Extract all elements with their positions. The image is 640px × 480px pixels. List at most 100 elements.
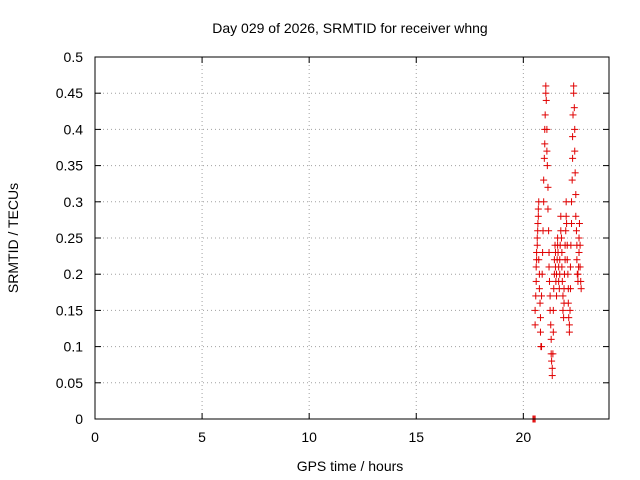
data-point	[546, 292, 554, 300]
x-tick-labels: 0 5 10 15 20	[91, 429, 531, 445]
data-point	[557, 234, 565, 242]
data-point	[531, 321, 539, 329]
data-point	[545, 263, 553, 271]
data-point	[564, 299, 572, 307]
y-tick-label: 0.05	[56, 375, 83, 391]
data-point	[535, 256, 543, 264]
data-point	[549, 306, 557, 314]
data-point	[532, 277, 540, 285]
data-point	[548, 372, 556, 380]
data-point	[547, 335, 555, 343]
y-axis-label: SRMTID / TECUs	[5, 183, 21, 293]
data-point	[567, 241, 575, 249]
data-point	[536, 299, 544, 307]
data-point	[571, 147, 579, 155]
data-point	[577, 285, 585, 293]
y-tick-label: 0.3	[64, 194, 84, 210]
data-point	[569, 154, 577, 162]
data-point	[577, 277, 585, 285]
data-point	[573, 256, 581, 264]
data-point	[559, 292, 567, 300]
data-point	[572, 212, 580, 220]
data-point	[562, 212, 570, 220]
data-point	[570, 104, 578, 112]
data-point	[558, 277, 566, 285]
data-point	[569, 111, 577, 119]
data-point	[540, 154, 548, 162]
data-point	[559, 306, 567, 314]
data-point	[565, 321, 573, 329]
data-point	[566, 306, 574, 314]
data-point	[539, 248, 547, 256]
data-point	[570, 89, 578, 97]
data-point	[575, 220, 583, 228]
grid	[95, 57, 609, 419]
y-tick-label: 0.45	[56, 85, 83, 101]
data-point	[545, 227, 553, 235]
y-tick-label: 0.5	[64, 49, 84, 65]
data-point	[548, 357, 556, 365]
y-tick-label: 0.35	[56, 158, 83, 174]
data-point	[532, 263, 540, 271]
axis-ticks	[94, 56, 609, 420]
y-tick-labels: 0 0.05 0.1 0.15 0.2 0.25 0.3 0.35 0.4 0.45 0.5	[56, 49, 83, 427]
data-point	[543, 162, 551, 170]
data-point	[545, 248, 553, 256]
data-point	[536, 314, 544, 322]
data-point	[566, 263, 574, 271]
data-point	[558, 248, 566, 256]
data-point	[558, 263, 566, 271]
data-point	[540, 176, 548, 184]
data-point	[531, 306, 539, 314]
y-tick-label: 0.2	[64, 266, 84, 282]
chart-title: Day 029 of 2026, SRMTID for receiver whn…	[212, 20, 487, 36]
data-point	[568, 176, 576, 184]
data-point	[575, 234, 583, 242]
data-point	[570, 82, 578, 90]
data-point	[544, 183, 552, 191]
data-point	[538, 292, 546, 300]
data-point	[534, 212, 542, 220]
data-point	[571, 169, 579, 177]
data-point	[563, 256, 571, 264]
data-point	[534, 205, 542, 213]
data-point	[566, 285, 574, 293]
data-point	[535, 285, 543, 293]
data-point	[572, 191, 580, 199]
data-point	[568, 198, 576, 206]
x-tick-label: 15	[408, 429, 424, 445]
data-point	[574, 270, 582, 278]
data-point	[565, 314, 573, 322]
data-point	[571, 125, 579, 133]
x-tick-label: 10	[301, 429, 317, 445]
data-point	[549, 328, 557, 336]
data-point	[540, 198, 548, 206]
data-point	[533, 241, 541, 249]
data-point	[543, 147, 551, 155]
data-point	[575, 248, 583, 256]
data-point	[576, 263, 584, 271]
data-point	[533, 234, 541, 242]
y-tick-label: 0.1	[64, 339, 84, 355]
data-point	[553, 292, 561, 300]
data-point	[576, 241, 584, 249]
data-point	[547, 321, 555, 329]
data-point	[562, 227, 570, 235]
plot-frame	[94, 56, 610, 420]
data-point	[536, 328, 544, 336]
data-point	[565, 328, 573, 336]
x-axis-label: GPS time / hours	[297, 458, 404, 474]
data-point	[572, 227, 580, 235]
x-tick-label: 0	[91, 429, 99, 445]
y-tick-label: 0.25	[56, 230, 83, 246]
data-point	[543, 125, 551, 133]
data-point	[538, 343, 546, 351]
data-point	[542, 96, 550, 104]
data-point	[538, 270, 546, 278]
data-point	[549, 350, 557, 358]
data-point	[541, 140, 549, 148]
y-tick-label: 0	[75, 411, 83, 427]
data-point	[544, 205, 552, 213]
data-points	[529, 82, 585, 423]
data-point	[568, 220, 576, 228]
